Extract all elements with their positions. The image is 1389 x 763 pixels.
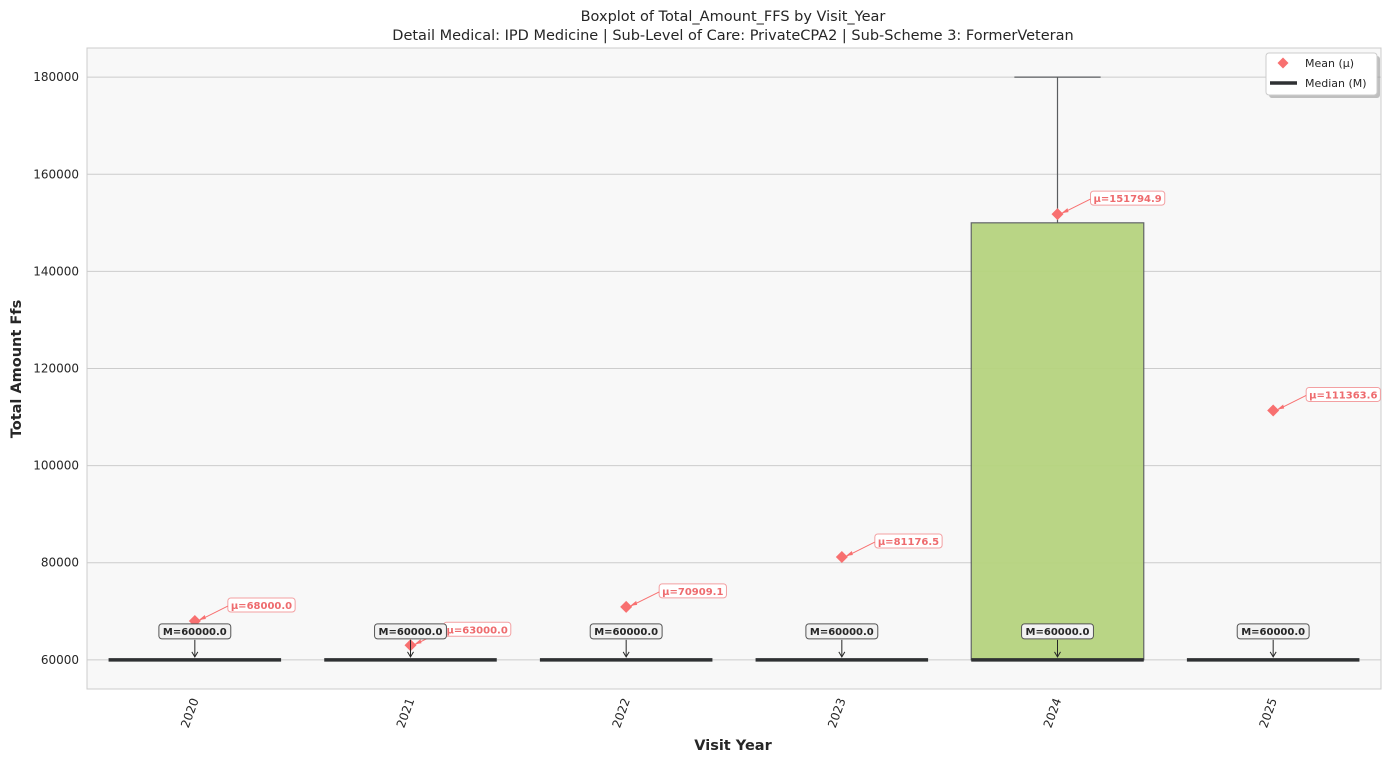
mean-arrow-head	[198, 615, 206, 621]
y-tick-label: 100000	[33, 459, 79, 473]
mean-label: μ=151794.9	[1094, 194, 1162, 205]
mean-label-box	[1305, 386, 1381, 402]
mean-label: μ=81176.5	[878, 537, 939, 548]
median-arrow-head	[838, 651, 846, 658]
mean-arrow-head	[845, 551, 853, 557]
median-arrow-head	[407, 651, 414, 658]
mean-label: μ=68000.0	[231, 601, 292, 612]
median-label-box	[1021, 623, 1094, 640]
mean-arrow-head	[1061, 208, 1069, 214]
mean-arrow-head	[630, 600, 638, 606]
y-tick-label: 140000	[33, 264, 79, 278]
chart-subtitle: Detail Medical: IPD Medicine | Sub-Level…	[392, 28, 1073, 44]
median-arrow-head	[1054, 651, 1061, 658]
median-label-box	[158, 623, 232, 640]
median-label: M=60000.0	[1241, 627, 1305, 638]
legend-mean-marker	[1277, 57, 1289, 69]
y-tick-label: 120000	[33, 362, 79, 376]
median-label: M=60000.0	[810, 627, 874, 638]
y-tick-label: 160000	[33, 167, 79, 181]
mean-label-box	[227, 597, 296, 613]
mean-label: μ=70909.1	[662, 587, 723, 598]
boxes	[108, 76, 1360, 662]
median-arrow-head	[191, 651, 199, 658]
median-label-box	[1236, 623, 1310, 640]
chart-title: Boxplot of Total_Amount_FFS by Visit_Yea…	[581, 9, 886, 25]
mean-label-box	[874, 533, 943, 549]
annotations: μ=68000.0 M=60000.0 μ=63000.0 M=60000.0 μ=70…	[158, 190, 1381, 658]
mean-marker	[1051, 208, 1064, 221]
median-arrow-head	[622, 651, 630, 658]
mean-marker	[1267, 404, 1280, 417]
mean-arrow-head	[1277, 404, 1285, 410]
mean-label: μ=63000.0	[447, 625, 508, 636]
median-arrow-head	[1269, 651, 1277, 658]
box	[970, 222, 1145, 661]
y-tick-label: 80000	[41, 556, 79, 570]
mean-label-box	[658, 583, 727, 599]
mean-label-box	[1090, 190, 1166, 206]
legend: Mean (μ) Median (M)	[1265, 52, 1380, 98]
mean-marker	[835, 551, 848, 564]
median-label: M=60000.0	[1026, 627, 1090, 638]
y-tick-label: 180000	[33, 70, 79, 84]
median-label-box	[374, 623, 447, 640]
x-axis-label: Visit Year	[694, 738, 772, 754]
median-label: M=60000.0	[163, 627, 227, 638]
median-label-box	[589, 623, 663, 640]
y-axis-label: Total Amount Ffs	[9, 300, 25, 438]
legend-mean-label: Mean (μ)	[1305, 57, 1354, 70]
y-tick-label: 60000	[41, 653, 79, 667]
median-label-box	[805, 623, 879, 640]
mean-marker	[620, 600, 633, 613]
legend-median-label: Median (M)	[1305, 77, 1367, 90]
mean-arrow-head	[414, 639, 422, 645]
gridlines	[87, 76, 1381, 661]
median-label: M=60000.0	[379, 627, 443, 638]
mean-label: μ=111363.6	[1309, 390, 1377, 401]
median-label: M=60000.0	[594, 627, 658, 638]
